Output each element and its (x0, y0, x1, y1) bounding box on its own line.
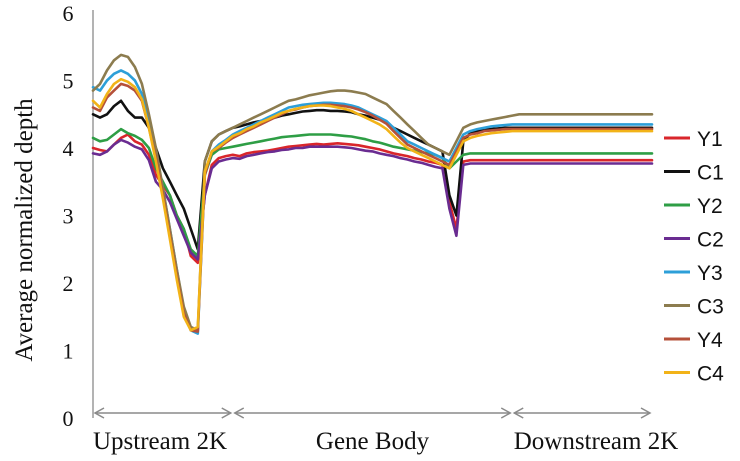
series-line-y2 (91, 127, 654, 258)
series-line-c3 (91, 53, 654, 332)
legend-item-c4: C4 (664, 363, 724, 386)
region-label: Upstream 2K (93, 428, 227, 455)
legend-item-y1: Y1 (664, 128, 723, 151)
legend-item-y3: Y3 (664, 262, 723, 285)
y-tick-label: 6 (63, 1, 74, 26)
region-arrow (93, 407, 233, 419)
legend-label: C4 (697, 363, 724, 386)
region-label: Downstream 2K (514, 428, 679, 455)
legend-label: Y1 (697, 128, 723, 151)
legend-label: Y4 (697, 329, 723, 352)
legend-label: C1 (697, 162, 724, 185)
legend-label: Y2 (697, 195, 723, 218)
legend-item-c3: C3 (664, 296, 724, 319)
y-tick-label: 0 (63, 406, 74, 431)
y-tick-label: 1 (63, 339, 74, 364)
series-line-c4 (91, 77, 654, 332)
region-arrow (512, 407, 652, 419)
legend-label: C2 (697, 229, 724, 252)
region-labels: Upstream 2K Gene Body Downstream 2K (93, 428, 678, 455)
region-arrows (93, 407, 652, 419)
y-tick-label: 2 (63, 271, 74, 296)
series-line-y3 (91, 69, 654, 335)
legend-item-y4: Y4 (664, 329, 723, 352)
series-line-c1 (91, 99, 654, 251)
legend-label: C3 (697, 296, 724, 319)
y-tick-labels: 0 1 2 3 4 5 6 (63, 1, 74, 431)
series-lines (91, 53, 654, 335)
y-tick-label: 5 (63, 69, 74, 94)
y-axis-label: Average normalized depth (11, 98, 38, 362)
legend-item-c2: C2 (664, 229, 724, 252)
y-tick-label: 4 (63, 136, 74, 161)
region-label: Gene Body (316, 428, 430, 455)
legend-item-y2: Y2 (664, 195, 723, 218)
series-line-c2 (91, 138, 654, 261)
y-tick-label: 3 (63, 204, 74, 229)
legend-item-c1: C1 (664, 162, 724, 185)
region-arrow (233, 407, 512, 419)
legend-label: Y3 (697, 262, 723, 285)
legend: Y1 C1 Y2 C2 Y3 C3 Y4 C4 (664, 128, 724, 386)
